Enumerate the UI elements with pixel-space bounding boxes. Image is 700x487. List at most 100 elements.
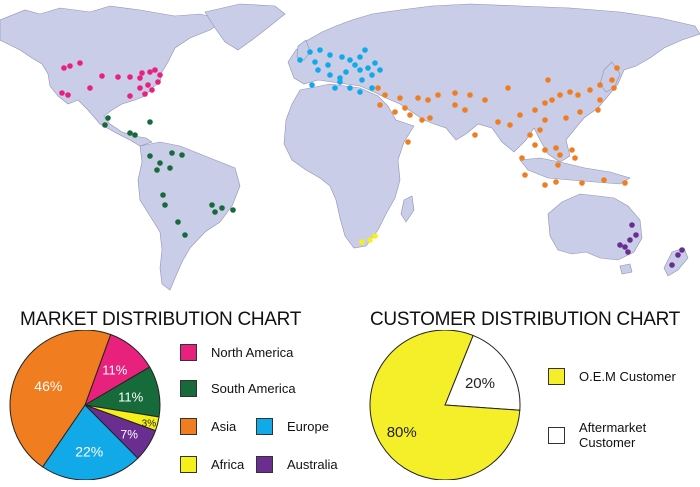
marker-north-america — [87, 85, 93, 91]
legend-label-africa: Africa — [211, 457, 245, 472]
legend-swatch-africa — [180, 456, 197, 473]
legend-africa: Africa — [180, 456, 244, 473]
marker-asia — [377, 102, 383, 108]
legend-label-oem-customer: O.E.M Customer — [579, 369, 676, 384]
marker-south-america — [132, 132, 138, 138]
marker-asia — [452, 90, 458, 96]
marker-asia — [577, 109, 583, 115]
marker-asia — [537, 127, 543, 133]
marker-south-america — [219, 205, 225, 211]
marker-asia — [555, 162, 561, 168]
distribution-markers — [59, 47, 685, 268]
marker-australia — [669, 262, 675, 268]
marker-asia — [517, 112, 523, 118]
marker-europe — [362, 47, 368, 53]
pie-label-africa: 3% — [142, 419, 157, 430]
marker-north-america — [115, 74, 121, 80]
marker-north-america — [152, 67, 158, 73]
marker-europe — [307, 49, 313, 55]
marker-south-america — [102, 122, 108, 128]
land-tasmania — [619, 263, 633, 275]
legend-swatch-europe — [256, 418, 273, 435]
marker-north-america — [139, 70, 145, 76]
marker-europe — [337, 79, 343, 85]
marker-europe — [327, 52, 333, 58]
marker-south-america — [147, 119, 153, 125]
marker-asia — [609, 77, 615, 83]
marker-asia — [472, 132, 478, 138]
marker-north-america — [127, 74, 133, 80]
marker-north-america — [142, 91, 148, 97]
marker-africa — [359, 239, 365, 245]
marker-australia — [633, 232, 639, 238]
marker-asia — [427, 115, 433, 121]
land-africa — [283, 83, 415, 249]
marker-europe — [315, 67, 321, 73]
world-map — [0, 3, 700, 291]
legend-swatch-oem-customer — [548, 368, 565, 385]
marker-europe — [357, 67, 363, 73]
customer-pie-chart: 20% 80% — [369, 330, 521, 480]
marker-asia — [622, 180, 628, 186]
marker-asia — [542, 117, 548, 123]
marker-europe — [332, 85, 338, 91]
marker-asia — [522, 172, 528, 178]
marker-europe — [347, 57, 353, 63]
marker-asia — [567, 89, 573, 95]
marker-asia — [532, 107, 538, 113]
marker-north-america — [157, 72, 163, 78]
marker-europe — [297, 57, 303, 63]
marker-north-america — [65, 92, 71, 98]
marker-asia — [519, 155, 525, 161]
world-map-graphic — [0, 3, 700, 291]
marker-asia — [614, 65, 620, 71]
marker-south-america — [162, 202, 168, 208]
marker-south-america — [105, 115, 111, 121]
marker-asia — [402, 105, 408, 111]
marker-asia — [415, 95, 421, 101]
pie-slice-europe — [41, 404, 139, 480]
marker-africa — [372, 233, 378, 239]
marker-south-america — [209, 202, 215, 208]
marker-asia — [507, 122, 513, 128]
pie-label-o-e-m-customer: 80% — [387, 424, 417, 441]
legend-label-south-america: South America — [211, 381, 296, 396]
marker-asia — [575, 92, 581, 98]
marker-asia — [553, 145, 559, 151]
marker-australia — [679, 247, 685, 253]
marker-europe — [343, 69, 349, 75]
marker-asia — [557, 92, 563, 98]
marker-europe — [372, 60, 378, 66]
marker-asia — [597, 82, 603, 88]
marker-asia — [579, 180, 585, 186]
marker-north-america — [137, 85, 143, 91]
marker-south-america — [182, 232, 188, 238]
marker-asia — [452, 102, 458, 108]
marker-europe — [309, 82, 315, 88]
marker-europe — [317, 47, 323, 53]
marker-asia — [549, 97, 555, 103]
marker-asia — [542, 182, 548, 188]
land-madagascar — [400, 195, 415, 223]
pie-label-australia: 7% — [121, 427, 139, 441]
marker-europe — [369, 72, 375, 78]
pie-label-asia: 46% — [34, 378, 62, 394]
marker-asia — [392, 109, 398, 115]
land-north-america — [0, 5, 226, 147]
marker-africa — [367, 237, 373, 243]
customer-chart-title: CUSTOMER DISTRIBUTION CHART — [370, 309, 680, 330]
legend-asia: Asia — [180, 418, 236, 435]
marker-south-america — [212, 209, 218, 215]
legend-north-america: North America — [180, 344, 293, 361]
marker-europe — [327, 72, 333, 78]
legend-oem-customer: O.E.M Customer — [548, 368, 676, 385]
legend-swatch-australia — [256, 456, 273, 473]
marker-asia — [587, 87, 593, 93]
marker-asia — [505, 85, 511, 91]
marker-south-america — [169, 150, 175, 156]
marker-asia — [405, 139, 411, 145]
marker-asia — [611, 85, 617, 91]
marker-asia — [407, 112, 413, 118]
marker-north-america — [67, 63, 73, 69]
marker-asia — [375, 85, 381, 91]
